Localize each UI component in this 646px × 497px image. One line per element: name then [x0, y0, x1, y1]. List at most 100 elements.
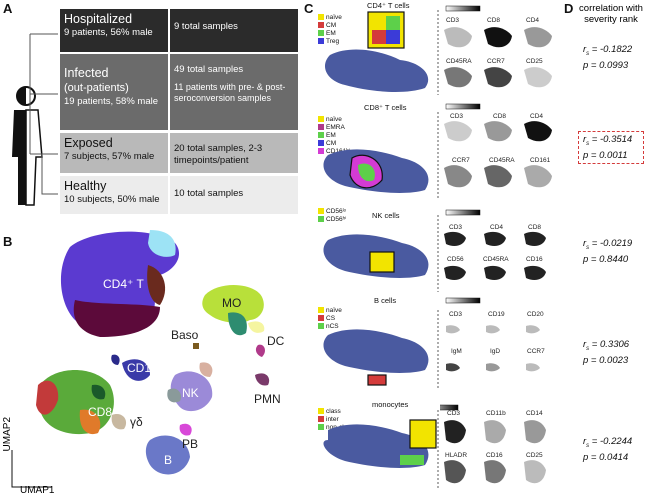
- cohort-title: Exposed: [64, 136, 113, 150]
- cohort-title: Infected: [64, 66, 109, 80]
- marker-label: CD8: [493, 113, 507, 120]
- highlight-box: [578, 131, 644, 164]
- cohort-tree-connector: [29, 33, 58, 195]
- corr-row-2: rs = -0.0219 p = 0.8440: [583, 238, 633, 265]
- legend-swatch: [318, 22, 324, 29]
- marker-label: CD19: [488, 311, 505, 318]
- sample-count: 20 total samples, 2-3 timepoints/patient: [174, 143, 263, 166]
- cluster-cd4-t-sub1: [148, 230, 176, 257]
- cluster-cd161hi-sub: [111, 354, 120, 365]
- marker-label: CD8: [528, 224, 542, 231]
- label-pmn: PMN: [254, 392, 281, 406]
- corr-row-0: rs = -0.1822 p = 0.0993: [583, 44, 633, 71]
- cluster-baso: [193, 343, 199, 349]
- marker-label: CD3: [449, 224, 463, 231]
- marker-label: CD45RA: [446, 58, 472, 65]
- cohort-sub: 10 subjects, 50% male: [64, 194, 160, 205]
- cluster-dc: [248, 321, 265, 333]
- marker-label: CD56: [447, 256, 464, 263]
- cohort-exposed: Exposed 7 subjects, 57% male: [60, 133, 168, 173]
- feature-plots: [444, 27, 552, 484]
- marker-label: CCR7: [452, 157, 470, 164]
- corr-row-4: rs = -0.2244 p = 0.0414: [583, 436, 633, 463]
- group-title-nk: NK cells: [372, 211, 400, 220]
- panel-label-b: B: [3, 234, 13, 249]
- sample-count: 9 total samples: [174, 21, 238, 32]
- sample-count: 10 total samples: [174, 188, 244, 199]
- cluster-dc-sub: [255, 344, 265, 357]
- legend-nk: CD56ˡᵒ CD56ʰⁱ: [318, 208, 346, 224]
- corr-header: correlation with severity rank: [579, 3, 643, 25]
- label-nk: NK: [182, 386, 199, 400]
- panel-c-umaps: [323, 10, 439, 490]
- umap-plot: [11, 230, 270, 488]
- group-title-b: B cells: [374, 296, 397, 305]
- cluster-mo-sub: [228, 312, 247, 336]
- cluster-cd4-t-sub3: [73, 300, 160, 337]
- axis-umap1: UMAP1: [20, 485, 55, 496]
- label-baso: Baso: [171, 328, 199, 342]
- cluster-cd8-t-sub1: [36, 380, 59, 415]
- label-b: B: [164, 453, 173, 467]
- sample-count: 49 total samples: [174, 64, 244, 75]
- legend-swatch: [318, 38, 324, 45]
- marker-label: CD3: [446, 17, 460, 24]
- marker-label: CD4: [530, 113, 544, 120]
- legend-cd8: naïve EMRA EM CM CD161ʰⁱ: [318, 116, 350, 156]
- cluster-pb: [179, 423, 192, 436]
- cohort-sub: 9 patients, 56% male: [64, 27, 153, 38]
- marker-label: CD14: [526, 410, 543, 417]
- cohort-healthy-samples: 10 total samples: [170, 176, 298, 214]
- group-title-monocytes: monocytes: [372, 400, 409, 409]
- legend-swatch: [318, 30, 324, 37]
- marker-label: CD20: [527, 311, 544, 318]
- marker-label: IgM: [451, 348, 462, 355]
- marker-label: CD3: [449, 311, 463, 318]
- legend-cd4: naïve CM EM Treg: [318, 14, 342, 46]
- corr-row-3: rs = 0.3306 p = 0.0023: [583, 339, 630, 366]
- cluster-cd4-t-sub2: [147, 265, 166, 305]
- cluster-mo: [202, 285, 264, 323]
- cohort-sub: 19 patients, 58% male: [64, 96, 159, 107]
- marker-label: CD45RA: [483, 256, 509, 263]
- cluster-b: [145, 435, 190, 475]
- marker-label: CD16: [486, 452, 503, 459]
- label-cd8-t: CD8⁺ T: [88, 405, 129, 419]
- cohort-hospitalized-samples: 9 total samples: [170, 9, 298, 52]
- cohort-exposed-samples: 20 total samples, 2-3 timepoints/patient: [170, 133, 298, 173]
- label-cd4-t: CD4⁺ T: [103, 277, 144, 291]
- marker-label: CD45RA: [489, 157, 515, 164]
- marker-label: CD161: [530, 157, 551, 164]
- label-pb: PB: [182, 437, 199, 451]
- cluster-cd8-t-sub2: [79, 409, 101, 435]
- marker-label: CD4: [490, 224, 504, 231]
- legend-swatch: [318, 14, 324, 21]
- marker-label: HLADR: [445, 452, 468, 459]
- cluster-nk: [170, 371, 213, 412]
- label-cd161hi: CD161ʰⁱ: [127, 361, 172, 375]
- panel-label-c: C: [304, 1, 314, 16]
- corr-row-1: rs = -0.3514 p = 0.0011: [583, 134, 633, 161]
- marker-label: CD11b: [486, 410, 506, 417]
- group-title-cd8: CD8⁺ T cells: [364, 103, 407, 112]
- label-mo: MO: [222, 296, 242, 310]
- cohort-sub-paren: (out-patients): [64, 82, 129, 94]
- marker-label: CD8: [487, 17, 501, 24]
- cluster-cd161hi: [122, 359, 150, 381]
- cohort-title: Hospitalized: [64, 12, 133, 26]
- marker-label: CD16: [526, 256, 543, 263]
- cohort-hospitalized: Hospitalized 9 patients, 56% male: [60, 9, 168, 52]
- label-gd: γδ: [130, 415, 143, 429]
- marker-label: CD4: [526, 17, 540, 24]
- group-title-cd4: CD4⁺ T cells: [367, 1, 410, 10]
- cohort-title: Healthy: [64, 179, 107, 193]
- expression-scale-bars: [440, 5, 481, 411]
- axis-umap2: UMAP2: [2, 417, 13, 452]
- panel-label-d: D: [564, 1, 574, 16]
- cluster-nk-sub2: [199, 362, 213, 377]
- label-dc: DC: [267, 334, 285, 348]
- marker-label: CD25: [526, 58, 543, 65]
- marker-label: CD3: [450, 113, 464, 120]
- marker-label: CCR7: [487, 58, 505, 65]
- cluster-pmn: [255, 373, 270, 386]
